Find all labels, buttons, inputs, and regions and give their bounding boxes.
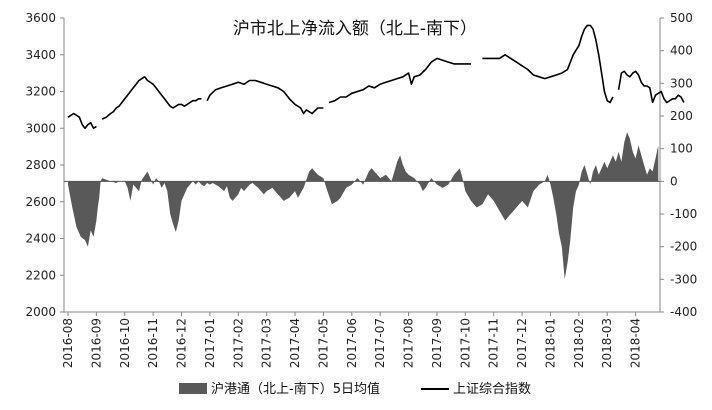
left-tick-label: 3600: [25, 11, 56, 25]
left-tick-label: 2400: [25, 232, 56, 246]
left-y-axis: 3600 3400 3200 3000 2800 2600 2400 2200 2000: [25, 11, 64, 319]
x-tick-label: 2016-11: [146, 318, 160, 368]
plot-area: [63, 18, 685, 313]
x-tick-label: 2018-03: [600, 318, 614, 368]
left-tick-label: 3400: [25, 48, 56, 62]
left-tick-label: 3000: [25, 121, 56, 135]
series-line-segment-2: [206, 79, 324, 115]
series-line-segment-4: [482, 24, 614, 104]
right-y-axis: 500 400 300 200 100 0 -100 -200 -300 -400: [660, 11, 697, 319]
x-tick-label: 2017-02: [231, 318, 245, 368]
x-tick-label: 2017-04: [288, 318, 302, 368]
series-area-northbound: [68, 132, 659, 280]
right-tick-label: 0: [670, 174, 678, 188]
x-tick-label: 2016-12: [175, 318, 189, 368]
right-tick-label: -300: [670, 272, 697, 286]
right-tick-label: 200: [670, 109, 693, 123]
left-tick-label: 2800: [25, 158, 56, 172]
left-tick-label: 2600: [25, 195, 56, 209]
series-line-segment-1: [101, 76, 202, 120]
x-tick-label: 2017-12: [515, 318, 529, 368]
series-line-segment-5: [617, 70, 685, 104]
x-tick-label: 2016-10: [118, 318, 132, 368]
series-line-segment-0: [67, 112, 97, 130]
x-tick-label: 2016-08: [61, 318, 75, 368]
chart-title: 沪市北上净流入额（北上-南下）: [233, 19, 477, 39]
x-tick-label: 2017-06: [345, 318, 359, 368]
right-tick-label: 300: [670, 76, 693, 90]
x-axis: 2016-08 2016-09 2016-10 2016-11 2016-12 2017-…: [61, 312, 643, 368]
x-tick-label: 2017-05: [316, 318, 330, 368]
legend-label-area: 沪港通（北上-南下）5日均值: [211, 381, 380, 397]
right-tick-label: 500: [670, 11, 693, 25]
x-tick-label: 2017-08: [402, 318, 416, 368]
x-tick-label: 2017-10: [458, 318, 472, 368]
right-tick-label: 100: [670, 142, 693, 156]
x-tick-label: 2018-04: [629, 318, 643, 368]
x-tick-label: 2018-02: [572, 318, 586, 368]
x-tick-label: 2016-09: [89, 318, 103, 368]
right-tick-label: -200: [670, 240, 697, 254]
x-tick-label: 2017-01: [203, 318, 217, 368]
legend-label-line: 上证综合指数: [453, 382, 531, 397]
legend-swatch-area: [179, 383, 207, 394]
x-tick-label: 2017-09: [430, 318, 444, 368]
x-tick-label: 2017-07: [373, 318, 387, 368]
legend: 沪港通（北上-南下）5日均值 上证综合指数: [179, 381, 531, 397]
left-tick-label: 2200: [25, 268, 56, 282]
right-tick-label: 400: [670, 44, 693, 58]
right-tick-label: -400: [670, 305, 697, 319]
left-tick-label: 2000: [25, 305, 56, 319]
left-tick-label: 3200: [25, 85, 56, 99]
series-line-segment-3: [328, 57, 471, 104]
x-tick-label: 2017-03: [260, 318, 274, 368]
right-tick-label: -100: [670, 207, 697, 221]
x-tick-label: 2018-01: [543, 318, 557, 368]
x-tick-label: 2017-11: [487, 318, 501, 368]
